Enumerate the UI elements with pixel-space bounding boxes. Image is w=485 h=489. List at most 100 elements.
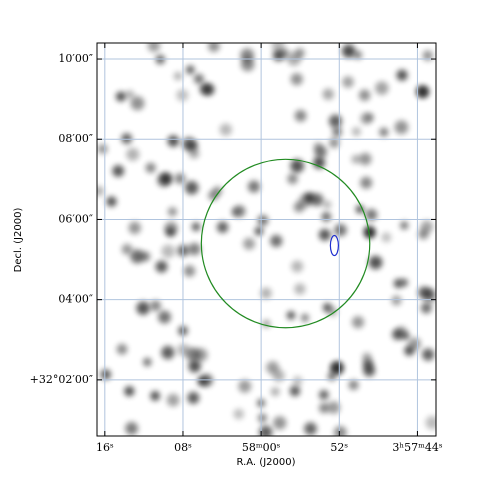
grid (97, 43, 436, 436)
background-source (365, 113, 375, 122)
background-source (314, 145, 327, 159)
background-source (140, 251, 151, 262)
background-source (142, 357, 152, 367)
background-source (332, 127, 342, 137)
background-source (257, 215, 269, 226)
background-source (381, 232, 392, 243)
background-source (304, 422, 317, 436)
background-source (185, 65, 195, 75)
background-source (130, 96, 145, 111)
background-source (294, 48, 305, 59)
x-tick-label: 58ᵐ00ˢ (242, 441, 281, 454)
background-source (279, 48, 290, 59)
background-source (216, 221, 229, 233)
background-source (420, 302, 432, 314)
background-source (191, 222, 201, 232)
background-source (260, 287, 272, 299)
background-source (208, 190, 219, 201)
background-source (351, 154, 361, 164)
x-axis-label: R.A. (J2000) (237, 457, 296, 468)
background-source (348, 379, 359, 391)
background-source (155, 260, 168, 273)
y-tick-label: 10′00″ (58, 52, 93, 65)
background-source (304, 192, 315, 203)
sky-image (97, 43, 436, 436)
background-source (247, 180, 261, 193)
background-source (194, 348, 208, 362)
background-source (121, 243, 133, 255)
background-source (327, 306, 338, 317)
background-source (286, 311, 296, 320)
background-source (106, 196, 117, 207)
y-tick-label: 06′00″ (58, 212, 93, 225)
background-source (100, 369, 112, 380)
x-tick-label: 52ˢ (330, 441, 348, 454)
regions (200, 158, 371, 329)
background-source (150, 300, 162, 312)
background-source (318, 389, 329, 400)
region-ellipse (329, 234, 340, 257)
background-source (202, 83, 215, 96)
background-source (183, 265, 196, 277)
background-source (208, 43, 220, 52)
background-source (363, 364, 376, 377)
background-source (394, 120, 409, 135)
background-source (266, 361, 280, 375)
background-source (400, 221, 409, 230)
background-source (327, 401, 341, 414)
background-source (182, 137, 196, 151)
background-source (294, 283, 306, 295)
background-source (422, 50, 434, 61)
background-source (259, 425, 273, 436)
background-source (391, 328, 404, 341)
background-source (293, 201, 305, 213)
background-source (270, 387, 280, 397)
x-tick-label: 3ʰ57ᵐ44ˢ (392, 441, 442, 454)
x-tick-label: 16ˢ (96, 441, 114, 454)
background-source (379, 127, 389, 137)
background-source (358, 89, 371, 101)
background-source (161, 345, 175, 360)
background-source (333, 426, 347, 436)
background-source (321, 211, 332, 222)
background-source (424, 287, 435, 299)
background-source (273, 416, 287, 430)
background-source (368, 255, 383, 270)
background-source (136, 301, 150, 315)
background-source (292, 376, 303, 386)
background-source (167, 207, 178, 217)
background-source (353, 50, 363, 60)
background-source (294, 109, 307, 122)
background-source (271, 43, 285, 52)
background-source (254, 226, 264, 236)
background-source (365, 208, 378, 221)
background-source (130, 249, 145, 264)
background-source (167, 135, 180, 147)
background-source (375, 81, 389, 95)
background-source (193, 73, 204, 84)
background-source (342, 44, 356, 58)
background-source (393, 278, 403, 289)
background-source (116, 343, 128, 355)
background-source (270, 234, 283, 248)
background-source (128, 221, 141, 235)
background-source (313, 156, 325, 169)
background-source (329, 137, 340, 149)
background-source (121, 133, 133, 144)
background-source (147, 43, 161, 53)
background-source (112, 165, 125, 177)
background-source (328, 114, 342, 128)
background-source (291, 260, 304, 273)
background-source (158, 310, 171, 324)
background-source (188, 360, 201, 373)
background-source (240, 48, 255, 63)
background-source (125, 90, 135, 99)
background-source (323, 200, 332, 209)
background-source (289, 385, 301, 397)
frame (96, 42, 437, 437)
background-source (257, 413, 268, 423)
background-source (160, 172, 173, 185)
background-source (161, 244, 175, 259)
background-source (359, 152, 372, 166)
background-source (145, 162, 156, 174)
